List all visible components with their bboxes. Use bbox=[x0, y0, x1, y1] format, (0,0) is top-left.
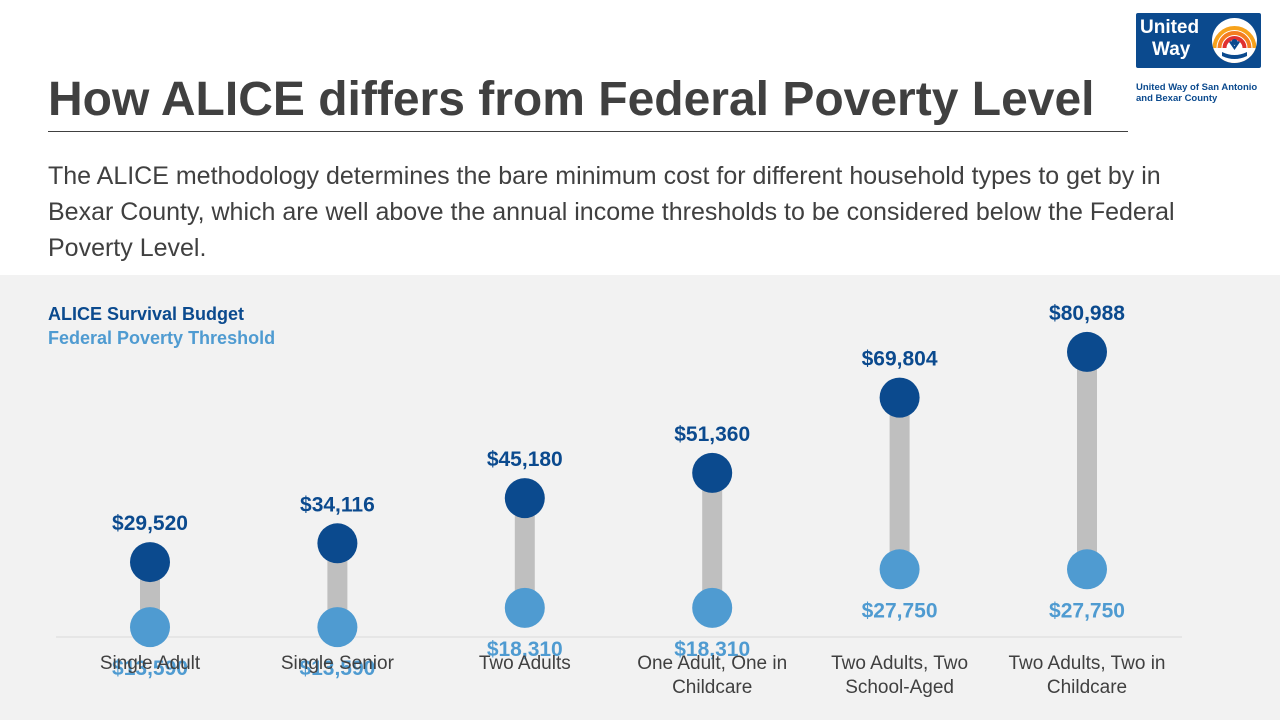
category-label: One Adult, One in Childcare bbox=[637, 653, 787, 698]
legend-poverty: Federal Poverty Threshold bbox=[48, 328, 276, 348]
poverty-threshold-point bbox=[1067, 549, 1107, 590]
alice-budget-point bbox=[504, 478, 545, 519]
poverty-value-label: $13,590 bbox=[112, 657, 188, 680]
poverty-value-label: $27,750 bbox=[1049, 599, 1125, 622]
alice-value-label: $29,520 bbox=[112, 512, 188, 535]
logo-word-way: Way bbox=[1152, 39, 1191, 60]
legend-alice: ALICE Survival Budget bbox=[48, 304, 245, 324]
poverty-threshold-point bbox=[317, 607, 358, 648]
united-way-rainbow-hand-icon bbox=[1212, 18, 1257, 63]
logo-word-united: United bbox=[1140, 17, 1200, 38]
alice-value-label: $34,116 bbox=[300, 493, 375, 516]
poverty-value-label: $18,310 bbox=[674, 638, 750, 661]
chart-panel bbox=[0, 275, 1280, 720]
poverty-threshold-point bbox=[130, 607, 170, 648]
alice-value-label: $69,804 bbox=[862, 348, 938, 371]
poverty-threshold-point bbox=[504, 587, 545, 628]
category-label: Two Adults, Two School-Aged bbox=[831, 653, 968, 698]
intro-paragraph: The ALICE methodology determines the bar… bbox=[48, 162, 1175, 262]
alice-budget-point bbox=[130, 542, 170, 583]
poverty-value-label: $13,590 bbox=[299, 657, 375, 680]
logo-box: United Way bbox=[1136, 13, 1261, 68]
category-label: Two Adults, Two in Childcare bbox=[1008, 653, 1165, 698]
logo-caption: United Way of San Antonio and Bexar Coun… bbox=[1136, 82, 1258, 104]
alice-value-label: $45,180 bbox=[487, 448, 563, 471]
category-label: Single Adult bbox=[100, 653, 201, 674]
page-title: How ALICE differs from Federal Poverty L… bbox=[48, 73, 1095, 126]
category-label: Two Adults bbox=[479, 653, 571, 674]
alice-budget-point bbox=[692, 452, 733, 493]
poverty-value-label: $27,750 bbox=[862, 599, 938, 622]
alice-budget-point bbox=[879, 377, 920, 418]
alice-budget-point bbox=[317, 523, 358, 564]
category-label: Single Senior bbox=[281, 653, 395, 674]
poverty-value-label: $18,310 bbox=[487, 638, 563, 661]
alice-value-label: $80,988 bbox=[1049, 302, 1125, 325]
alice-value-label: $51,360 bbox=[674, 423, 750, 446]
alice-budget-point bbox=[1067, 331, 1107, 372]
poverty-threshold-point bbox=[879, 549, 920, 590]
title-underline bbox=[48, 131, 1128, 132]
poverty-threshold-point bbox=[692, 587, 733, 628]
united-way-logo: United Way United Way of San Antonio and… bbox=[1136, 13, 1264, 113]
